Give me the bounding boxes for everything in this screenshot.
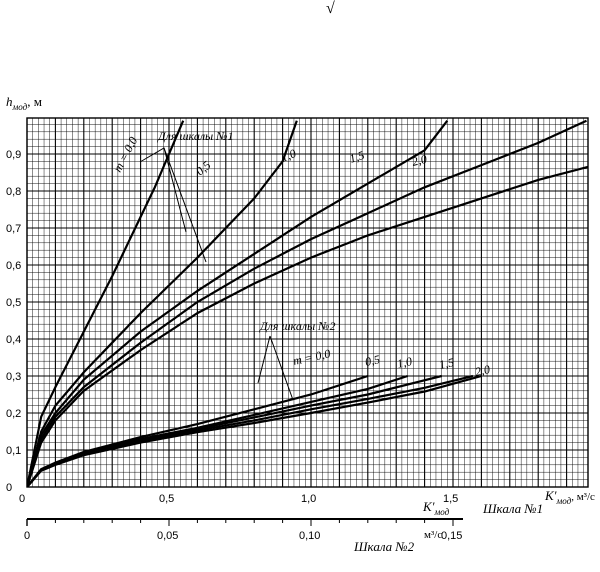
annotation-scale1: Для шкалы №1	[157, 129, 234, 143]
x-axis-symbol-scale2: K′	[422, 499, 435, 514]
grid	[26, 118, 588, 488]
curve-label-scale2-10: 1,0	[396, 354, 414, 371]
curve-label-scale2-20: 2,0	[474, 362, 492, 379]
y-axis-unit: , м	[27, 94, 42, 109]
y-tick-label: 0,2	[6, 408, 21, 420]
y-tick-label: 0	[6, 482, 12, 494]
top-symbol: √	[326, 0, 335, 17]
x-tick-label-scale1: 1,0	[301, 493, 316, 505]
y-axis-symbol: h	[6, 94, 13, 109]
scale1-curve-3	[27, 119, 587, 487]
x-tick-label-scale1: 1,5	[443, 493, 458, 505]
y-axis-subscript: мод	[12, 102, 28, 112]
scale1-name: Шкала №1	[482, 501, 543, 516]
curve-label-scale1-05: 0,5	[193, 158, 213, 178]
x-axis-label-scale2: K′мод	[422, 499, 450, 517]
x-tick-label-scale1: 0	[19, 493, 25, 505]
curve-label-scale1-10: 1,0	[279, 146, 298, 165]
scale2-curve-4	[27, 374, 482, 487]
scale1-curve-2	[27, 120, 449, 487]
curves	[27, 119, 588, 487]
scale2-unit: м³/с	[424, 529, 442, 541]
labels: m = 0,0 0,51,0 1,5 2,0m = 0,0 0,5 1,0 1,5 2,0	[110, 134, 492, 401]
curve-label-scale2-05: 0,5	[364, 352, 382, 369]
x-axis-unit-scale1: , м³/с	[571, 491, 595, 503]
plot-border	[26, 117, 589, 488]
scale2-curve-2	[27, 374, 442, 487]
scale2-curve-3	[27, 374, 474, 487]
scale1-curve-4	[27, 165, 588, 487]
x-tick-label-scale2: 0,05	[157, 530, 178, 542]
curve-label-scale1-15: 1,5	[348, 148, 367, 166]
x-tick-label-scale1: 0,5	[159, 493, 174, 505]
y-tick-label: 0,4	[6, 334, 21, 346]
annotation1-leader-b	[163, 147, 187, 233]
x-tick-label-scale2: 0,15	[441, 530, 462, 542]
plot-frame: 0 0,1 0,2 0,3 0,4 0,5 0,6 0,7 0,8 0,9 0 0,5 1,0 1,5 0 0…	[6, 117, 589, 542]
annotation2-leader-a	[257, 335, 271, 384]
x-tick-label-scale2: 0	[24, 530, 30, 542]
y-tick-label: 0,6	[6, 260, 21, 272]
curve-label-scale1-20: 2,0	[410, 152, 428, 169]
x-tick-label-scale2: 0,10	[299, 530, 320, 542]
y-tick-label: 0,1	[6, 445, 21, 457]
y-tick-label: 0,5	[6, 297, 21, 309]
scale1-curve-1	[27, 120, 298, 487]
y-axis-label: hмод, м	[6, 94, 42, 112]
x-axis-subscript-scale1: мод	[556, 496, 572, 506]
curve-label-scale2-m00: m = 0,0	[292, 346, 332, 368]
y-tick-label: 0,7	[6, 223, 21, 235]
x-axis-symbol-scale1: K′	[544, 488, 557, 503]
annotation2-leader-b	[269, 335, 294, 401]
y-tick-label: 0,9	[6, 149, 21, 161]
annotation-scale2: Для шкалы №2	[259, 319, 336, 333]
x-axis-label-scale1: K′мод, м³/с	[544, 488, 595, 506]
scale1-curve-0	[27, 120, 185, 487]
scale2-name: Шкала №2	[353, 539, 415, 554]
curve-label-scale2-15: 1,5	[438, 355, 456, 372]
y-tick-label: 0,8	[6, 186, 21, 198]
x-axis-subscript-scale2: мод	[434, 507, 450, 517]
y-tick-label: 0,3	[6, 371, 21, 383]
